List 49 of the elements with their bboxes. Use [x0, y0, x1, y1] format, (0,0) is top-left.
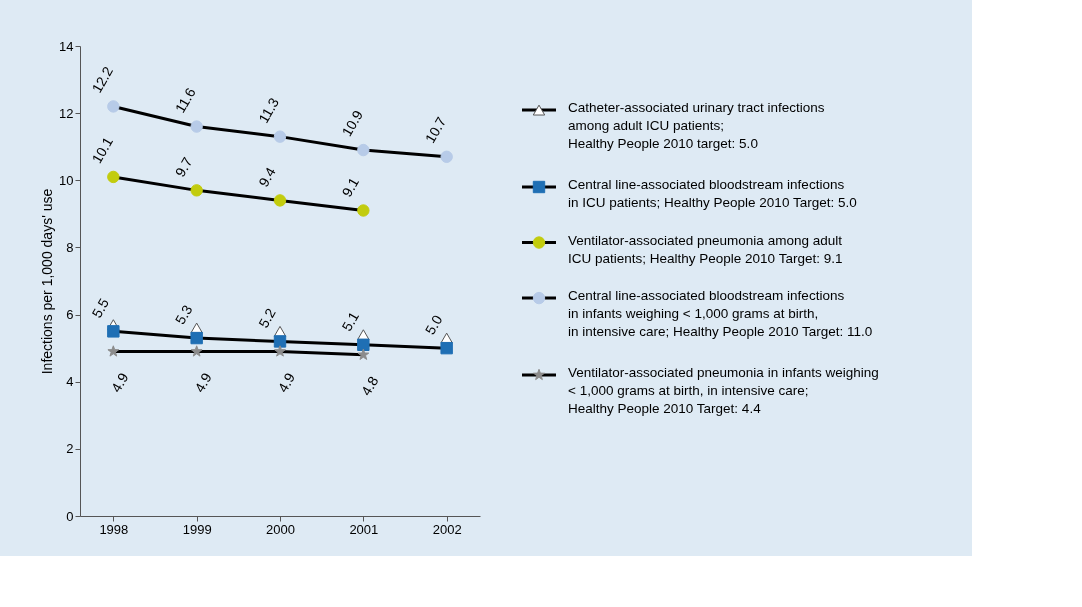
y-tick-label: 6 — [66, 307, 74, 323]
data-label: 4.9 — [191, 369, 215, 395]
point — [273, 335, 287, 348]
point — [273, 194, 287, 207]
point — [190, 120, 203, 133]
point — [357, 204, 370, 217]
legend-label: Ventilator-associated pneumonia among adult ICU patients; Healthy People 2010 Target: 9.1 — [568, 232, 843, 266]
point — [440, 150, 453, 163]
y-tick-label: 2 — [66, 441, 74, 457]
data-label: 9.1 — [338, 174, 363, 200]
data-label: 5.0 — [421, 312, 446, 338]
point — [107, 345, 120, 357]
data-label: 5.2 — [255, 305, 279, 331]
y-axis-title: Infections per 1,000 days' use — [39, 188, 56, 375]
point — [274, 345, 286, 357]
x-tick-label: 2001 — [349, 521, 379, 537]
legend-label: Catheter-associated urinary tract infections among adult ICU patients; Healthy People 2010 target: 5.0 — [568, 100, 825, 152]
point — [107, 100, 120, 113]
legend-label: Ventilator-associated pneumonia in infants weighing < 1,000 grams at birth, in intensive care; Healthy People 2010 Target: 4.4 — [568, 365, 879, 416]
y-tick-label: 14 — [59, 38, 74, 54]
point — [107, 325, 120, 338]
data-label: 4.9 — [107, 369, 132, 395]
x-tick-label: 2000 — [266, 521, 295, 537]
x-tick-label: 2002 — [432, 521, 462, 537]
data-label: 9.7 — [171, 154, 196, 180]
y-tick-label: 12 — [59, 105, 74, 121]
data-label: 5.5 — [88, 295, 113, 321]
y-tick-label: 4 — [66, 374, 74, 390]
y-tick-label: 0 — [66, 508, 74, 524]
point — [190, 331, 203, 345]
y-tick-label: 10 — [59, 172, 74, 188]
data-label: 9.4 — [255, 164, 279, 190]
point — [107, 170, 120, 184]
data-label: 5.1 — [338, 308, 363, 334]
point — [357, 338, 370, 351]
point — [357, 143, 370, 157]
y-tick-label: 8 — [66, 239, 74, 255]
data-label: 4.9 — [274, 369, 299, 395]
data-label: 4.8 — [357, 373, 382, 399]
point — [440, 341, 453, 355]
point — [190, 345, 203, 357]
x-tick-label: 1998 — [99, 521, 129, 537]
legend-label: Central line-associated bloodstream infections in infants weighing < 1,000 grams at birth, in intensive care; Healthy People 2010 Target: 11.0 — [568, 288, 873, 340]
point — [357, 348, 370, 360]
point — [273, 130, 287, 143]
x-tick-label: 1999 — [182, 521, 212, 537]
point — [190, 184, 203, 197]
data-label: 5.3 — [171, 302, 196, 328]
legend-label: Central line-associated bloodstream infections in ICU patients; Healthy People 2010 Target: 5.0 — [568, 177, 857, 210]
